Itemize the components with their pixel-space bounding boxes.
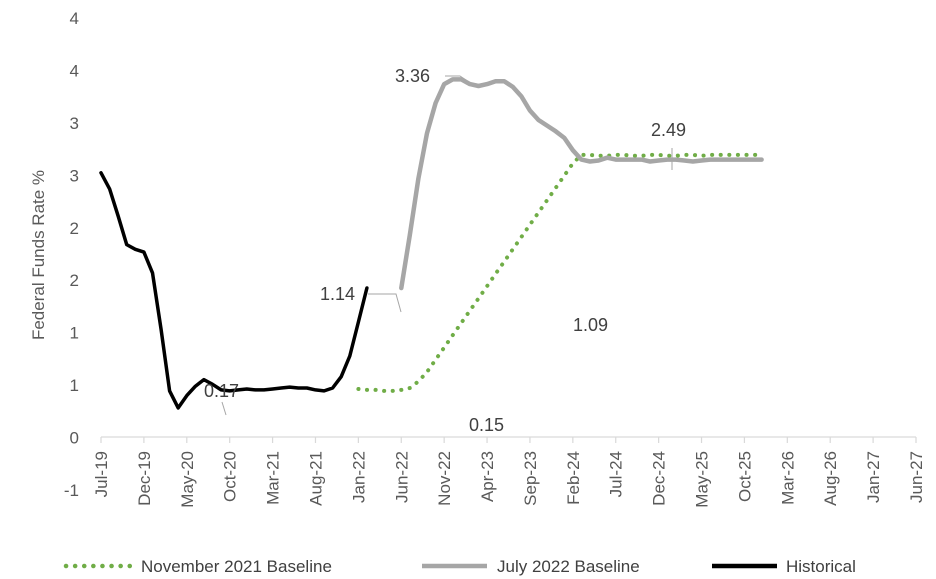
- y-tick-label: 2: [70, 219, 79, 238]
- x-tick-label: Aug-21: [306, 451, 325, 506]
- legend: November 2021 Baseline July 2022 Baselin…: [63, 557, 856, 576]
- annotation-0-17-leader: [221, 401, 227, 416]
- y-tick-label: -1: [64, 481, 79, 500]
- x-tick-label: Feb-24: [564, 451, 583, 505]
- annotation-0-15: 0.15: [469, 415, 504, 435]
- series-line-july-2022-baseline: [399, 77, 764, 291]
- y-tick-label: 1: [70, 376, 79, 395]
- series-line-november-2021-baseline: [356, 152, 764, 393]
- y-tick-label: 1: [70, 324, 79, 343]
- legend-label-november-2021: November 2021 Baseline: [141, 557, 332, 576]
- x-tick-label: Jul-24: [607, 451, 626, 497]
- legend-item-historical: Historical: [712, 557, 856, 576]
- x-tick-label: Dec-24: [650, 451, 669, 506]
- y-axis-label: Federal Funds Rate %: [29, 170, 48, 340]
- x-tick-label: Aug-26: [821, 451, 840, 506]
- x-tick-label: Nov-22: [435, 451, 454, 506]
- x-tick-label: Jul-19: [92, 451, 111, 497]
- y-tick-label: 2: [70, 271, 79, 290]
- y-tick-label: 4: [70, 61, 79, 80]
- annotation-3-36: 3.36: [395, 66, 430, 86]
- x-tick-label: May-25: [693, 451, 712, 508]
- legend-item-november-2021: November 2021 Baseline: [63, 557, 332, 576]
- x-tick-label: Jun-27: [907, 451, 926, 503]
- series-layer: [99, 77, 764, 410]
- annotation-1-14-leader: [368, 293, 402, 313]
- legend-label-july-2022: July 2022 Baseline: [497, 557, 640, 576]
- legend-label-historical: Historical: [786, 557, 856, 576]
- y-tick-label: 4: [70, 9, 79, 28]
- x-axis: Jul-19 Dec-19 May-20 Oct-20 Mar-21 Aug-21 Jan-…: [92, 437, 926, 508]
- annotation-3-36-leader: [445, 75, 473, 85]
- x-tick-label: Oct-20: [221, 451, 240, 502]
- y-tick-label: 3: [70, 114, 79, 133]
- legend-item-july-2022: July 2022 Baseline: [422, 557, 640, 576]
- x-tick-label: Oct-25: [735, 451, 754, 502]
- x-tick-label: Apr-23: [478, 451, 497, 502]
- annotation-0-17: 0.17: [204, 381, 239, 401]
- series-line-historical: [99, 171, 369, 410]
- annotation-1-09: 1.09: [573, 315, 608, 335]
- y-axis: -1 0 1 1 2 2 3 3 4 4: [64, 9, 79, 500]
- x-tick-label: Jan-27: [864, 451, 883, 503]
- x-tick-label: Sep-23: [521, 451, 540, 506]
- x-tick-label: Mar-26: [778, 451, 797, 505]
- y-tick-label: 0: [70, 429, 79, 448]
- x-tick-label: Jan-22: [349, 451, 368, 503]
- annotations: 0.17 1.14 3.36 2.49 1.09 0.15: [204, 66, 686, 435]
- y-tick-label: 3: [70, 166, 79, 185]
- annotation-2-49: 2.49: [651, 120, 686, 140]
- x-tick-label: May-20: [178, 451, 197, 508]
- x-tick-label: Mar-21: [264, 451, 283, 505]
- annotation-1-14: 1.14: [320, 284, 355, 304]
- x-tick-label: Dec-19: [135, 451, 154, 506]
- x-tick-label: Jun-22: [392, 451, 411, 503]
